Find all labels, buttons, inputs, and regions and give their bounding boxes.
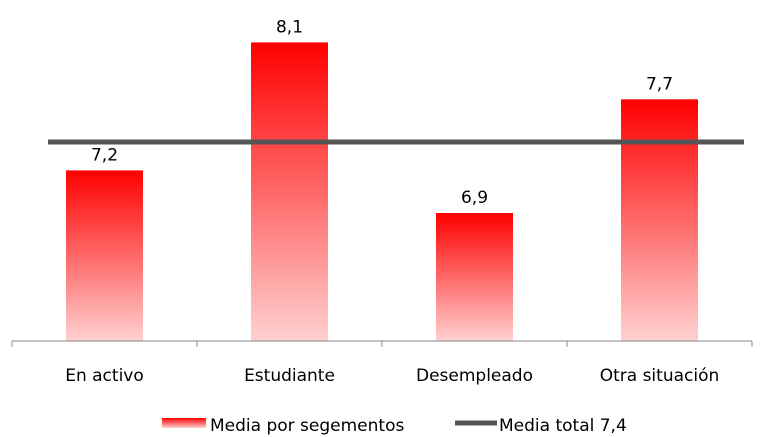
bar-2 [436, 213, 513, 341]
category-label-1: Estudiante [244, 366, 335, 386]
category-label-2: Desempleado [416, 366, 533, 386]
legend: Media por segementos Media total 7,4 [162, 416, 627, 436]
category-label-3: Otra situación [600, 366, 720, 386]
category-label-0: En activo [65, 366, 144, 386]
legend-swatch-bars [162, 418, 206, 428]
bar-1 [251, 42, 328, 342]
data-label-1: 8,1 [276, 17, 303, 37]
bar-0 [66, 170, 143, 341]
legend-label-line: Media total 7,4 [499, 416, 627, 436]
data-label-0: 7,2 [91, 145, 118, 165]
category-labels-group: En activo Estudiante Desempleado Otra situa… [65, 366, 719, 386]
bars-group [66, 42, 698, 342]
data-label-2: 6,9 [461, 188, 488, 208]
data-label-3: 7,7 [646, 74, 673, 94]
data-labels-group: 7,2 8,1 6,9 7,7 [91, 17, 673, 208]
bar-3 [621, 99, 698, 341]
x-axis [11, 340, 753, 347]
legend-label-bars: Media por segementos [210, 416, 404, 436]
